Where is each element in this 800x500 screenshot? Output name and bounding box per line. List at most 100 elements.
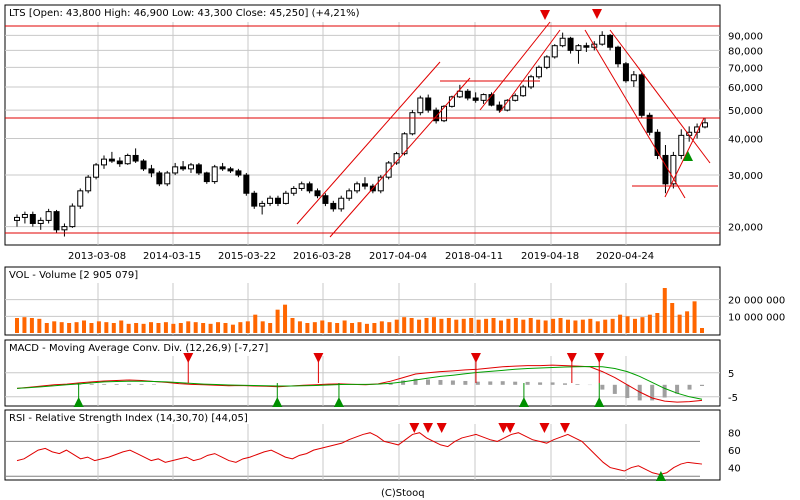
candle-body [61,226,68,231]
date-tick-label: 2014-03-15 [143,251,201,262]
volume-bar [379,321,384,333]
macd-histogram-bar [413,378,418,385]
candle-body [14,216,20,221]
volume-bar [565,319,570,333]
rsi-tick-label: 80 [728,429,741,440]
candle-body [164,172,171,185]
candle-body [314,190,321,197]
volume-bar [372,323,377,333]
candlesticks [14,31,708,237]
candle-body [361,183,368,187]
volume-bar [119,320,124,333]
candle-body [599,34,606,45]
volume-bar [275,309,280,333]
price-tick-label: 20,000 [728,223,763,234]
macd-lines [16,364,703,403]
candle-body [702,122,708,128]
date-axis-labels: 2013-03-08 2014-03-15 2015-03-22 2016-03-28… [68,251,654,262]
sell-signal-marker [436,423,447,433]
macd-signal-line [16,366,703,400]
volume-panel: VOL - Volume [2 905 079] 20 000 000 10 00… [4,266,785,336]
volume-bar [44,323,49,333]
volume-bar [513,318,518,333]
buy-signal-marker [333,397,344,407]
volume-bar [409,318,414,333]
volume-bar [431,317,436,333]
candle-body [662,154,669,185]
volume-bar [29,318,34,333]
sell-signal-marker [594,353,605,363]
candle-body [433,109,440,122]
trend-line [329,77,471,238]
volume-bar [178,323,183,333]
trend-lines [5,9,720,238]
volume-bar [670,303,675,333]
volume-bar [15,318,19,333]
volume-bar [342,320,347,333]
candle-body [528,76,535,88]
volume-bar [387,322,392,333]
macd-histogram-bar [662,384,667,398]
candle-body [267,197,274,204]
candle-body [77,190,84,207]
date-tick-label: 2018-04-11 [445,251,503,262]
volume-bar [484,318,489,333]
volume-bar [297,321,302,333]
rsi-gridlines: 80 60 40 [5,424,741,480]
macd-histogram-bar [687,384,692,390]
volume-bar [610,318,615,333]
volume-bar [476,319,481,333]
price-tick-label: 30,000 [728,171,763,182]
candle-body [211,166,218,183]
volume-bar [491,318,496,333]
rsi-line [16,432,703,476]
price-axis-ticks: 90,000 80,000 70,000 60,000 50,000 40,000 30,0… [728,31,763,233]
date-tick-label: 2013-03-08 [68,251,126,262]
volume-bar [625,316,630,333]
sell-signal-marker [560,423,570,433]
price-tick-label: 90,000 [728,31,763,42]
macd-histogram-bar [513,381,518,385]
trend-line [479,21,551,111]
volume-bar [208,323,213,333]
sell-signal-marker [470,353,481,363]
volume-bar [156,323,161,333]
candle-body [630,74,637,82]
candle-body [456,90,463,98]
volume-bar [260,321,265,333]
candle-body [203,172,210,183]
volume-bar [67,323,72,333]
macd-signal-markers [73,353,605,407]
candle-body [29,213,36,224]
volume-bar [283,304,288,333]
volume-bar [126,323,131,333]
macd-histogram-bar [488,381,493,385]
candle-body [180,166,187,170]
candle-body [156,172,163,185]
candle-body [124,154,131,165]
volume-bar [618,314,623,333]
volume-bar [506,318,511,333]
volume-bar [521,319,526,333]
volume-bar [632,318,637,333]
volume-bar [595,321,600,333]
volume-bar [238,322,243,333]
candle-body [45,211,52,221]
volume-bar [454,319,459,333]
volume-bar [536,319,541,333]
volume-bar [662,288,667,333]
macd-histogram-bar [575,384,580,385]
macd-histogram-bar [625,384,630,398]
macd-histogram-bar [114,384,119,385]
rsi-tick-label: 40 [728,464,741,475]
buy-signal-marker [683,151,693,161]
rsi-tick-label: 60 [728,446,741,457]
macd-histogram-bar [538,382,543,385]
candle-body [53,211,60,231]
volume-bars [15,288,704,333]
volume-bar [417,319,422,333]
price-panel-frame [4,4,721,246]
volume-bar [245,321,250,333]
volume-bar [573,320,578,333]
